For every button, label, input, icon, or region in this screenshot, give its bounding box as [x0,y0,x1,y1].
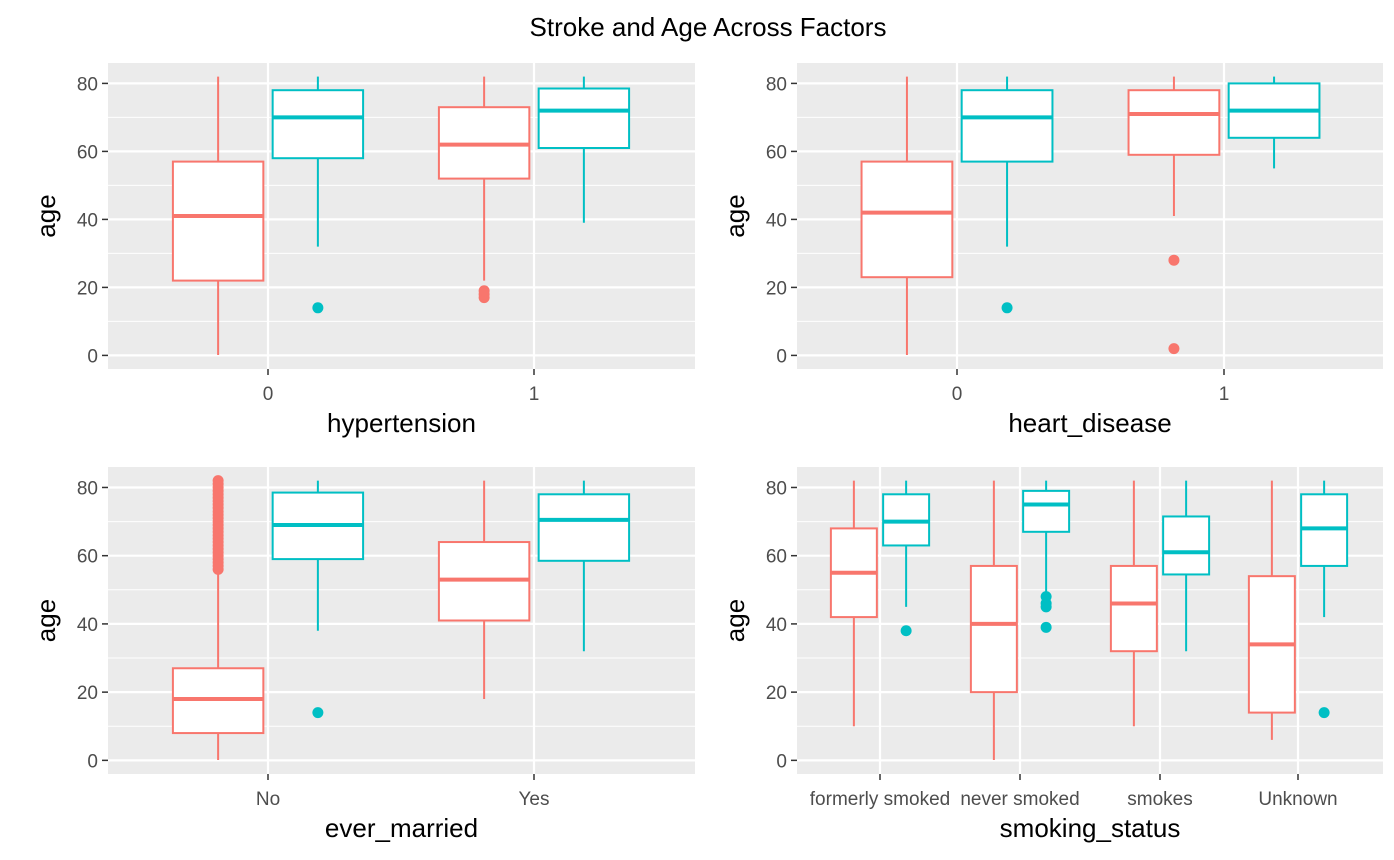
y-tick-label: 80 [77,478,98,499]
box [960,89,1054,163]
x-tick-label-never-smoked: never smoked [960,789,1079,810]
x-tick-label-smokes: smokes [1127,789,1192,810]
y-tick-label: 40 [766,615,787,636]
box [271,89,365,160]
box [1109,564,1158,653]
x-tick-label-formerly-smoked: formerly smoked [810,789,950,810]
y-tick-label: 20 [77,278,98,299]
y-tick-label: 60 [77,142,98,163]
boxplot-stroke-0-never-smoked [969,480,1018,761]
y-tick-label: 60 [77,547,98,568]
boxplot-stroke-1-1 [537,76,631,223]
boxplot-stroke-1-never-smoked [1022,480,1071,633]
boxplot-stroke-1-0 [271,76,365,314]
boxplot-stroke-1-unknown [1300,480,1349,719]
outlier-point [1168,343,1180,355]
box [969,564,1018,694]
y-tick-label: 80 [766,74,787,95]
x-axis-title: heart_disease [1008,408,1171,438]
x-tick-label-yes: Yes [519,789,550,810]
y-tick-label: 0 [87,346,98,367]
outlier-point [1318,707,1330,719]
panel-hypertension: 0 20 40 60 80 0 1 hypertension age [31,63,695,438]
y-tick-label: 40 [77,210,98,231]
boxplot-stroke-0-unknown [1247,480,1296,740]
x-axis-title: hypertension [327,408,476,438]
outlier-point [478,285,490,297]
box [537,87,631,149]
x-tick-label-1: 1 [529,384,540,405]
panel-ever-married: 0 20 40 60 80 No Yes ever_married age [31,467,695,843]
x-tick-label-0: 0 [952,384,963,405]
boxplot-stroke-1-1 [1227,76,1321,169]
box [1127,89,1221,156]
outlier-point [1040,621,1052,633]
y-tick-label: 40 [766,210,787,231]
box [1162,515,1211,576]
box [860,160,954,279]
box [171,160,265,282]
boxplot-stroke-1-formerly-smoked [882,480,931,637]
boxplot-stroke-0-smokes [1109,480,1158,727]
y-tick-label: 20 [766,683,787,704]
y-axis-title: age [720,599,750,642]
outlier-point [212,475,224,487]
chart-title: Stroke and Age Across Factors [530,12,887,42]
y-tick-label: 80 [766,478,787,499]
y-tick-label: 60 [766,142,787,163]
boxplot-stroke-0-0 [860,76,954,356]
y-axis-title: age [31,599,61,642]
outlier-point [312,302,324,314]
boxplot-stroke-0-formerly-smoked [829,480,878,727]
boxplot-stroke-0-0 [171,76,265,356]
boxplot-stroke-1-no [271,480,365,719]
outlier-point [312,707,324,719]
x-tick-label-1: 1 [1219,384,1230,405]
boxplot-stroke-1-0 [960,76,1054,314]
boxplot-stroke-1-yes [537,480,631,652]
y-tick-label: 0 [87,751,98,772]
box [537,493,631,562]
outlier-point [1168,254,1180,266]
y-axis-title: age [31,194,61,237]
y-axis-title: age [720,194,750,237]
y-tick-label: 60 [766,547,787,568]
x-tick-label-no: No [256,789,280,810]
boxplot-stroke-0-1 [1127,76,1221,355]
y-tick-label: 0 [776,346,787,367]
y-tick-label: 0 [776,751,787,772]
boxplot-stroke-1-smokes [1162,480,1211,652]
boxplot-stroke-0-1 [437,76,531,304]
y-tick-label: 40 [77,615,98,636]
x-axis-title: ever_married [325,813,478,843]
box [1022,489,1071,533]
outlier-point [900,625,912,637]
boxplot-stroke-0-no [171,475,265,761]
x-axis-title: smoking_status [1000,813,1181,843]
outlier-point [1040,601,1052,613]
x-tick-label-unknown: Unknown [1258,789,1337,810]
outlier-point [1001,302,1013,314]
boxplot-stroke-0-yes [437,480,531,699]
x-tick-label-0: 0 [263,384,274,405]
y-tick-label: 80 [77,74,98,95]
y-tick-label: 20 [766,278,787,299]
panel-smoking-status: 0 20 40 60 80 formerly smoked never smoked smok… [720,467,1383,843]
panel-heart-disease: 0 20 40 60 80 0 1 heart_disease age [720,63,1383,438]
y-tick-label: 20 [77,683,98,704]
